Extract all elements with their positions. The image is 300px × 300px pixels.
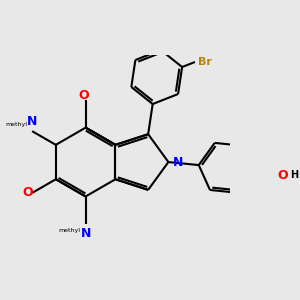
Text: N: N bbox=[173, 155, 183, 169]
Text: O: O bbox=[78, 89, 88, 102]
Text: N: N bbox=[27, 115, 37, 128]
Text: methyl: methyl bbox=[5, 122, 27, 127]
Text: Br: Br bbox=[198, 57, 212, 67]
Text: N: N bbox=[80, 227, 91, 240]
Text: O: O bbox=[278, 169, 288, 182]
Text: H: H bbox=[290, 170, 298, 180]
Text: methyl: methyl bbox=[58, 228, 81, 233]
Text: O: O bbox=[22, 186, 33, 200]
